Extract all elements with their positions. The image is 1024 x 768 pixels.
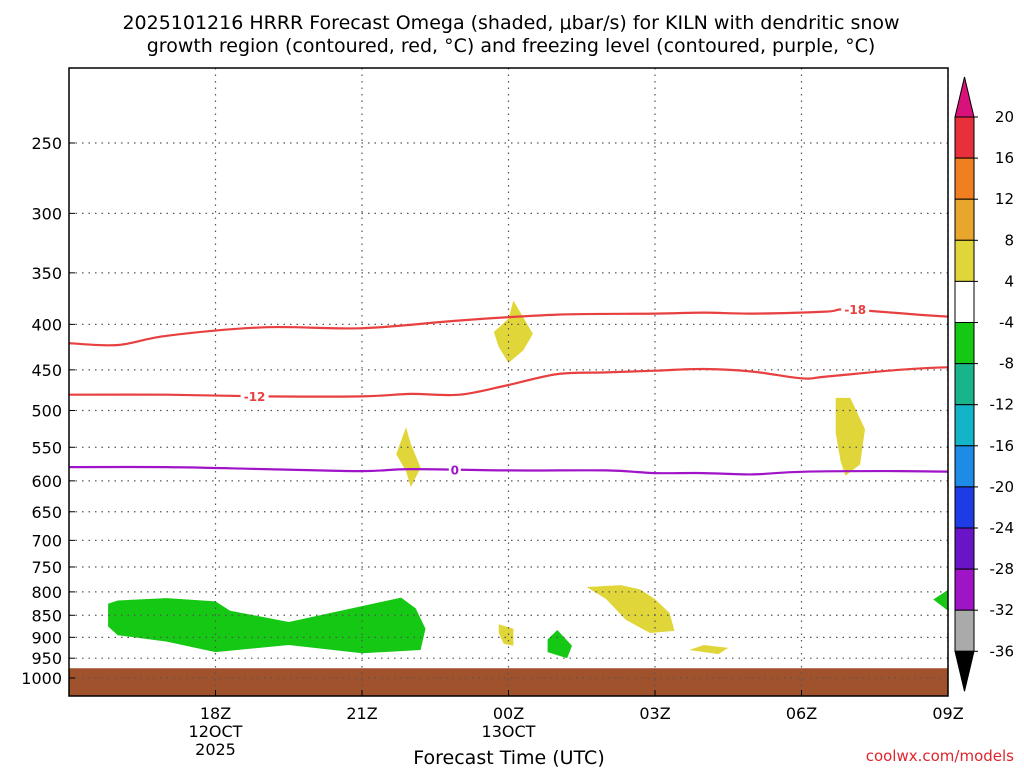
- colorbar-bottom-arrow: [954, 650, 975, 692]
- contour-layer: -18 -12 0: [69, 302, 948, 477]
- x-tick-label: 03Z: [639, 704, 670, 723]
- colorbar: 20 16 12 8 4 -4 -8 -12 -16 -20 -24 -28 -32 -36: [954, 76, 1015, 692]
- x-tick-label: 06Z: [786, 704, 817, 723]
- contour-label-bg: [841, 302, 870, 317]
- credit-text: coolwx.com/models: [866, 747, 1014, 765]
- contour-label-bg: [240, 389, 269, 404]
- colorbar-swatch: [954, 280, 975, 323]
- colorbar-label: -28: [990, 560, 1015, 578]
- y-tick-label: 250: [31, 134, 62, 153]
- x-tick-label: 2025: [195, 740, 236, 759]
- x-tick-label: 09Z: [932, 704, 963, 723]
- colorbar-swatch: [954, 322, 975, 365]
- x-tick-label: 18Z: [200, 704, 231, 723]
- colorbar-swatch: [954, 609, 975, 652]
- y-tick-label: 450: [31, 361, 62, 380]
- colorbar-label: 12: [995, 190, 1014, 208]
- omega-region-3: [586, 585, 675, 633]
- x-axis-label: Forecast Time (UTC): [413, 747, 604, 768]
- y-tick-label: 700: [31, 531, 62, 550]
- colorbar-swatch: [954, 404, 975, 447]
- colorbar-swatch: [954, 363, 975, 406]
- omega-region-1: [396, 427, 421, 488]
- y-tick-label: 500: [31, 402, 62, 421]
- colorbar-label: -12: [990, 396, 1015, 414]
- y-axis: 250 300 350 400 450 500 550 600 650 700 750 800 850 9…: [21, 134, 75, 688]
- y-tick-label: 1000: [21, 669, 62, 688]
- omega-region-6: [108, 597, 426, 654]
- contour-freezing-level: [69, 465, 948, 476]
- colorbar-swatch: [954, 116, 975, 159]
- contour-label-dgz-top: -18: [844, 303, 866, 317]
- colorbar-label: -32: [990, 601, 1015, 619]
- colorbar-swatch: [954, 198, 975, 241]
- colorbar-label: -20: [990, 478, 1015, 496]
- y-tick-label: 400: [31, 315, 62, 334]
- y-tick-label: 350: [31, 264, 62, 283]
- contour-dgz-bottom: [69, 366, 948, 398]
- x-tick-label: 21Z: [346, 704, 377, 723]
- colorbar-swatch: [954, 486, 975, 529]
- omega-region-0: [493, 300, 533, 363]
- x-tick-label: 12OCT: [189, 722, 243, 741]
- colorbar-swatch: [954, 239, 975, 282]
- colorbar-label: -8: [999, 355, 1014, 373]
- chart-title-line-2: growth region (contoured, red, °C) and f…: [147, 35, 876, 57]
- chart-title-line-1: 2025101216 HRRR Forecast Omega (shaded, …: [122, 12, 899, 34]
- colorbar-label: 20: [995, 108, 1014, 126]
- contour-label-freezing-level: 0: [451, 463, 459, 477]
- y-tick-label: 950: [31, 649, 62, 668]
- colorbar-label: 4: [1004, 272, 1014, 290]
- omega-region-2: [835, 397, 865, 476]
- y-tick-label: 300: [31, 204, 62, 223]
- colorbar-label: 16: [995, 149, 1014, 167]
- colorbar-label: -4: [999, 314, 1014, 332]
- omega-region-4: [498, 624, 514, 646]
- colorbar-label: 8: [1004, 231, 1014, 249]
- colorbar-swatch: [954, 445, 975, 488]
- omega-region-5: [689, 645, 729, 655]
- y-tick-label: 750: [31, 558, 62, 577]
- x-tick-label: 13OCT: [482, 722, 536, 741]
- colorbar-swatch: [954, 527, 975, 570]
- omega-region-8: [933, 589, 948, 615]
- contour-label-bg: [448, 462, 461, 477]
- y-tick-label: 800: [31, 583, 62, 602]
- colorbar-label: -16: [990, 437, 1015, 455]
- y-tick-label: 650: [31, 503, 62, 522]
- contour-label-dgz-bottom: -12: [244, 390, 266, 404]
- colorbar-top-arrow: [954, 76, 975, 118]
- colorbar-swatch: [954, 568, 975, 611]
- y-tick-label: 550: [31, 438, 62, 457]
- omega-shading-layer: [108, 300, 948, 659]
- colorbar-label: -24: [990, 519, 1015, 537]
- y-tick-label: 850: [31, 606, 62, 625]
- y-tick-label: 600: [31, 472, 62, 491]
- colorbar-label: -36: [990, 642, 1015, 660]
- omega-region-7: [547, 630, 572, 659]
- x-tick-label: 00Z: [493, 704, 524, 723]
- colorbar-swatch: [954, 157, 975, 200]
- y-tick-label: 900: [31, 628, 62, 647]
